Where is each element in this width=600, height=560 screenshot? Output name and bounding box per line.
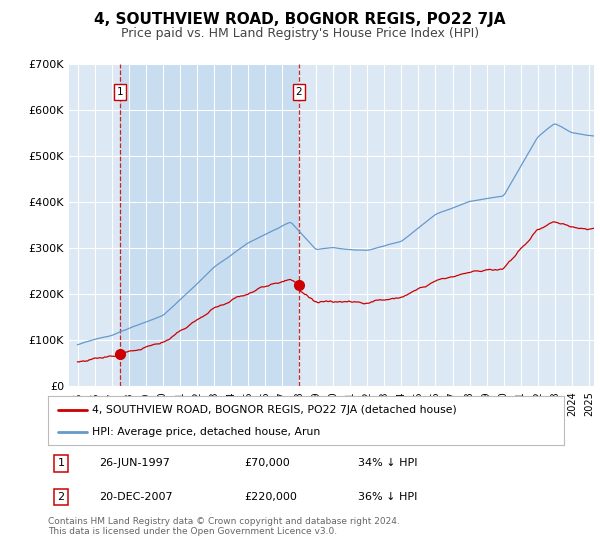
Bar (120, 64, 299, 386)
Text: 1: 1 (116, 87, 123, 97)
Text: HPI: Average price, detached house, Arun: HPI: Average price, detached house, Arun (92, 427, 320, 437)
Text: 1: 1 (58, 459, 64, 469)
Text: 26-JUN-1997: 26-JUN-1997 (100, 459, 170, 469)
Text: 4, SOUTHVIEW ROAD, BOGNOR REGIS, PO22 7JA (detached house): 4, SOUTHVIEW ROAD, BOGNOR REGIS, PO22 7J… (92, 405, 457, 415)
Text: Price paid vs. HM Land Registry's House Price Index (HPI): Price paid vs. HM Land Registry's House … (121, 27, 479, 40)
Text: 4, SOUTHVIEW ROAD, BOGNOR REGIS, PO22 7JA: 4, SOUTHVIEW ROAD, BOGNOR REGIS, PO22 7J… (94, 12, 506, 27)
Text: £70,000: £70,000 (244, 459, 290, 469)
Text: 2: 2 (58, 492, 64, 502)
Text: 36% ↓ HPI: 36% ↓ HPI (358, 492, 417, 502)
Text: Contains HM Land Registry data © Crown copyright and database right 2024.
This d: Contains HM Land Registry data © Crown c… (48, 517, 400, 536)
Text: £220,000: £220,000 (244, 492, 297, 502)
Text: 34% ↓ HPI: 34% ↓ HPI (358, 459, 417, 469)
Text: 20-DEC-2007: 20-DEC-2007 (100, 492, 173, 502)
Text: 2: 2 (295, 87, 302, 97)
